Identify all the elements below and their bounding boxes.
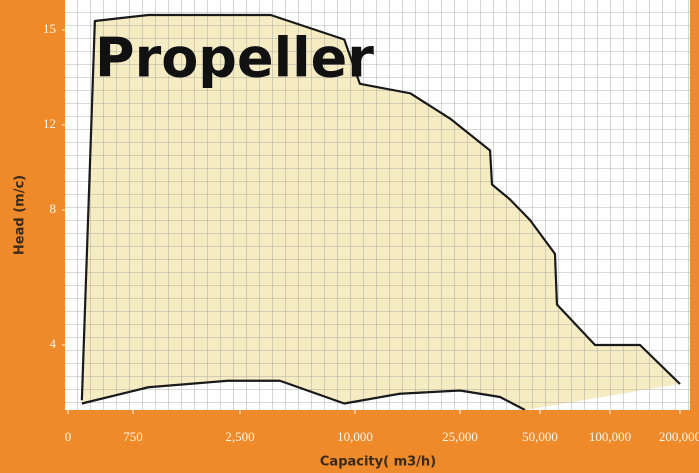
y-tick-label: 12 [43,116,56,131]
x-tick-label: 100,000 [589,429,631,444]
minor-grid [65,0,690,410]
y-tick-label: 4 [50,336,57,351]
y-axis-label: Head (m/c) [13,175,28,255]
x-axis-label: Capacity( m3/h) [320,455,436,470]
boundary-line [81,379,526,410]
chart-title: Propeller [95,27,374,90]
y-tick-label: 15 [43,21,56,36]
boundary-line [80,13,681,401]
y-tick-label: 8 [50,201,57,216]
x-tick-label: 0 [65,429,72,444]
x-tick-label: 50,000 [522,429,558,444]
x-tick-label: 2,500 [225,429,254,444]
x-tick-label: 750 [123,429,143,444]
x-tick-label: 200,000 [659,429,699,444]
x-tick-label: 10,000 [337,429,373,444]
x-tick-label: 25,000 [442,429,478,444]
